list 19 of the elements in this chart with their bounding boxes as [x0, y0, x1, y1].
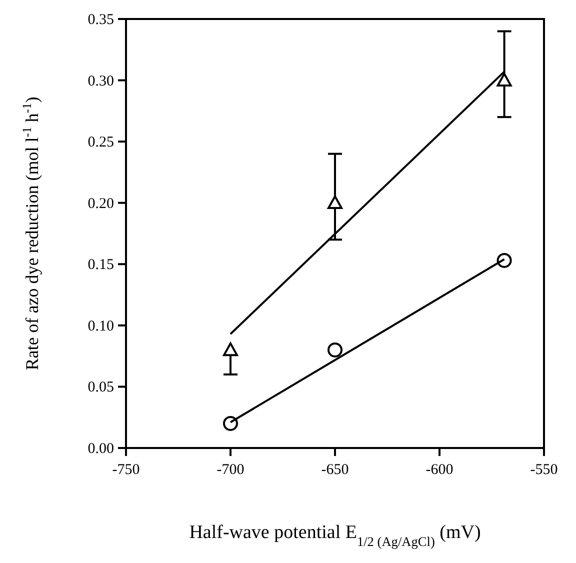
point: [328, 195, 342, 210]
y-tick-label: 0.20: [88, 196, 114, 212]
x-axis-title: Half-wave potential E$_{1/2 (Ag/AgCl)}$ (mV): [189, 522, 481, 548]
x-tick-label: -750: [112, 462, 140, 478]
y-tick-label: 0.00: [88, 441, 114, 457]
x-tick-label: -600: [426, 462, 454, 478]
y-tick-label: 0.35: [88, 12, 114, 28]
x-tick-label: -650: [321, 462, 349, 478]
y-tick-label: 0.30: [88, 73, 114, 90]
y-tick-label: 0.05: [88, 380, 114, 396]
point: [328, 342, 342, 358]
x-tick-label: -550: [530, 462, 558, 478]
y-tick-label: 0.10: [88, 318, 114, 334]
x-tick-label: -700: [216, 462, 244, 478]
y-tick-label: 0.25: [88, 134, 114, 151]
point: [496, 72, 512, 86]
point: [223, 416, 238, 431]
point: [223, 342, 238, 356]
y-tick-label: 0.15: [88, 257, 114, 274]
